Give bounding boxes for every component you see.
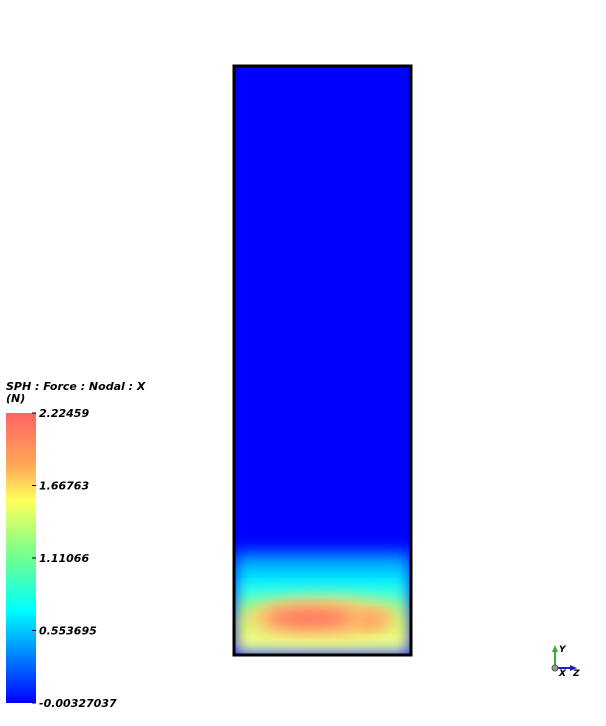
axis-triad: Y X Z: [551, 645, 580, 679]
legend-title: SPH : Force : Nodal : X: [6, 380, 146, 393]
tick-label: -0.00327037: [39, 697, 117, 710]
axis-z-label: Z: [572, 669, 580, 679]
color-bar: [6, 413, 36, 703]
model-outline: [232, 64, 413, 657]
legend-unit: (N): [6, 392, 25, 405]
tick-label: 1.11066: [39, 552, 89, 565]
legend-ticks: 2.22459 1.66763 1.11066 0.553695 -0.00327037: [32, 407, 117, 710]
tick-label: 2.22459: [39, 407, 89, 420]
axis-y-label: Y: [559, 645, 567, 655]
tick-label: 0.553695: [39, 624, 97, 637]
model: [234, 66, 411, 655]
axis-x-label: X: [558, 669, 567, 679]
tick-label: 1.66763: [39, 479, 89, 492]
